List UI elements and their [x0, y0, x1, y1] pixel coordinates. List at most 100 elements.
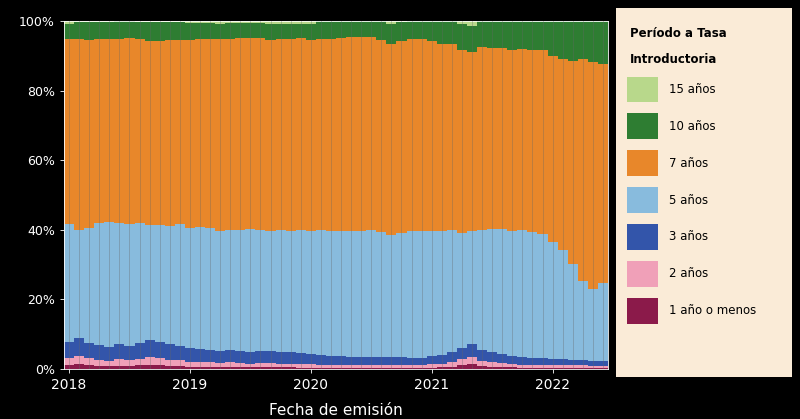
Bar [275, 21, 286, 24]
Bar [316, 368, 326, 369]
Bar [397, 21, 406, 22]
Bar [246, 21, 255, 23]
Bar [497, 229, 507, 354]
Bar [507, 230, 518, 356]
Bar [497, 21, 507, 49]
Bar [154, 365, 165, 369]
Bar [145, 225, 154, 340]
Bar [195, 227, 205, 349]
Bar [487, 229, 497, 352]
Bar [417, 230, 426, 357]
Bar [215, 363, 225, 367]
Bar [74, 364, 84, 369]
Bar [225, 230, 235, 350]
Bar [467, 357, 477, 364]
Bar [246, 352, 255, 364]
Bar [84, 22, 94, 40]
Bar [406, 230, 417, 357]
Bar [598, 368, 608, 369]
Bar [346, 21, 356, 36]
Bar [104, 21, 114, 22]
Bar [417, 39, 426, 230]
Bar [366, 365, 376, 368]
Bar [457, 50, 467, 233]
Bar [114, 39, 125, 223]
Bar [286, 24, 296, 39]
Bar [94, 39, 104, 223]
Bar [346, 36, 356, 231]
Bar [497, 367, 507, 369]
Bar [326, 21, 336, 39]
Bar [266, 40, 275, 231]
Bar [235, 23, 246, 39]
Bar [296, 24, 306, 39]
Bar [386, 368, 397, 369]
Bar [406, 21, 417, 39]
Bar [406, 39, 417, 230]
Bar [457, 233, 467, 347]
Bar [246, 23, 255, 38]
Bar [306, 364, 316, 368]
Bar [275, 230, 286, 352]
Text: 7 años: 7 años [669, 157, 708, 170]
Bar [376, 368, 386, 369]
Bar [336, 231, 346, 356]
Bar [538, 365, 547, 368]
Text: 2 años: 2 años [669, 267, 708, 280]
Bar [558, 59, 568, 250]
Bar [437, 21, 447, 44]
Bar [145, 21, 154, 22]
FancyBboxPatch shape [626, 224, 658, 250]
Bar [114, 21, 125, 39]
Bar [568, 264, 578, 360]
Bar [185, 23, 195, 40]
Bar [467, 344, 477, 357]
Bar [134, 21, 145, 22]
Bar [538, 21, 547, 50]
Bar [437, 231, 447, 355]
Bar [266, 367, 275, 369]
Bar [346, 368, 356, 369]
Bar [74, 230, 84, 338]
Bar [326, 368, 336, 369]
Bar [547, 359, 558, 365]
Bar [125, 39, 134, 225]
Bar [205, 228, 215, 350]
Text: 5 años: 5 años [669, 194, 708, 207]
Bar [497, 363, 507, 367]
Bar [558, 368, 568, 369]
Bar [386, 21, 397, 24]
Bar [134, 223, 145, 343]
FancyBboxPatch shape [626, 114, 658, 139]
Bar [497, 49, 507, 229]
Bar [547, 57, 558, 243]
Bar [316, 355, 326, 365]
Bar [154, 358, 165, 365]
Bar [538, 368, 547, 369]
Bar [578, 59, 588, 281]
Bar [84, 40, 94, 228]
Bar [145, 41, 154, 225]
Bar [104, 366, 114, 369]
Bar [74, 355, 84, 364]
Bar [205, 39, 215, 228]
Bar [477, 366, 487, 369]
Bar [225, 367, 235, 369]
Bar [558, 360, 568, 365]
Bar [336, 21, 346, 38]
Bar [195, 349, 205, 362]
Bar [134, 343, 145, 359]
Bar [296, 39, 306, 230]
Bar [306, 231, 316, 354]
Bar [527, 233, 538, 357]
Bar [437, 364, 447, 367]
Bar [467, 231, 477, 344]
Bar [195, 23, 205, 39]
Bar [518, 230, 527, 357]
Bar [246, 364, 255, 367]
Bar [356, 36, 366, 231]
X-axis label: Fecha de emisión: Fecha de emisión [269, 403, 403, 418]
Bar [316, 39, 326, 230]
Bar [64, 342, 74, 358]
Bar [568, 368, 578, 369]
